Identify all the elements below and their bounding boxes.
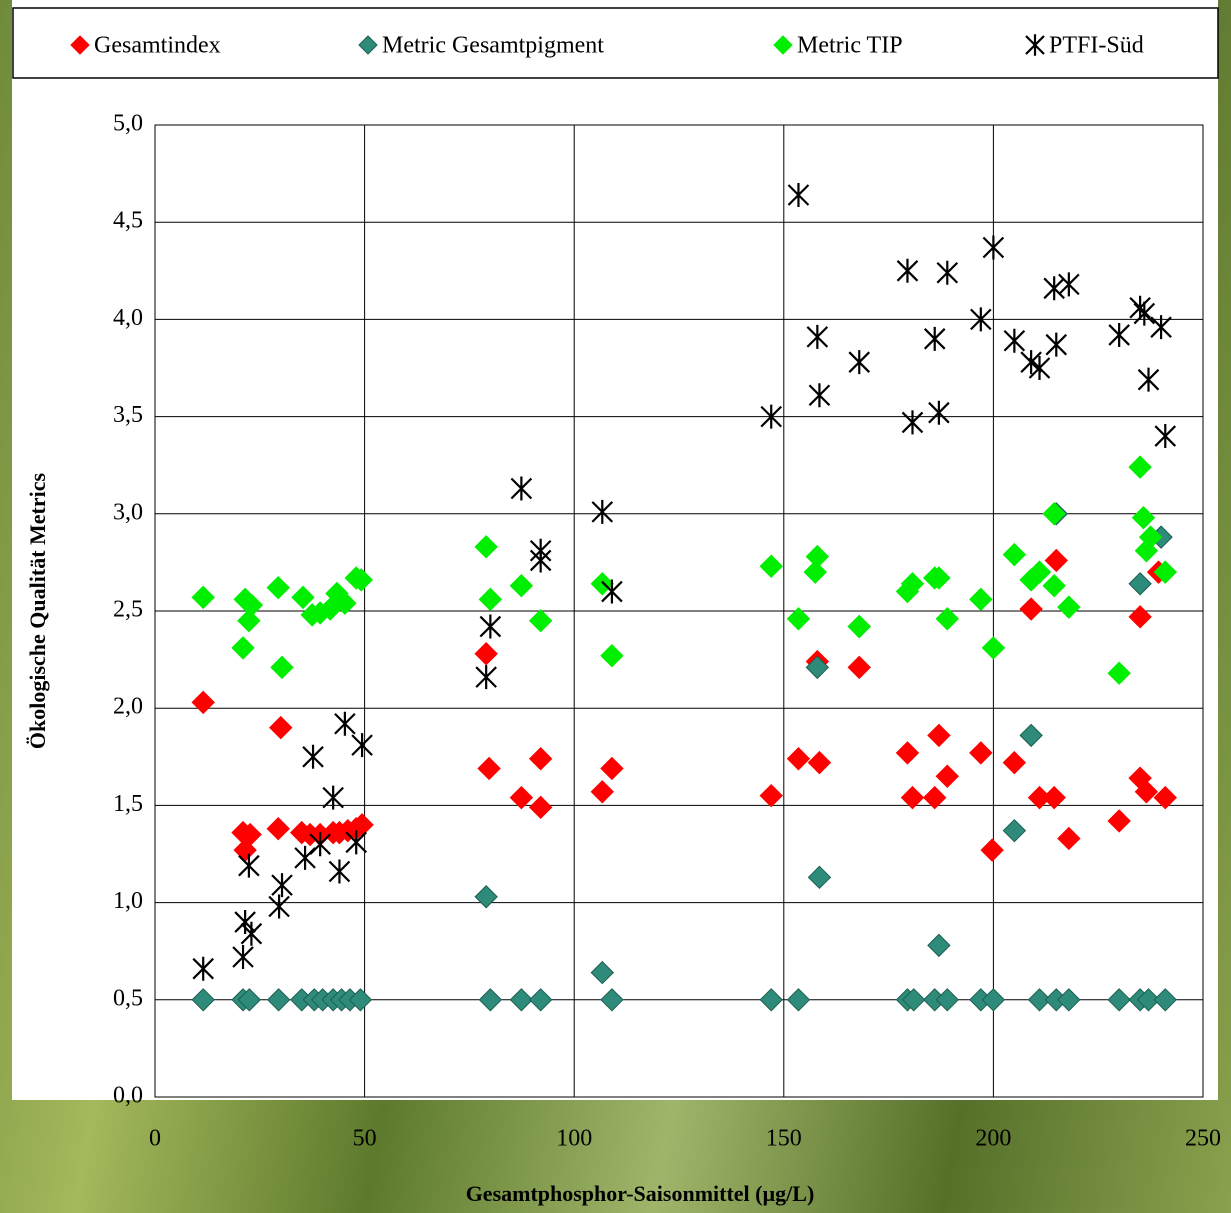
x-axis-label: Gesamtphosphor-Saisonmittel (µg/L) (466, 1181, 815, 1206)
chart-background (12, 0, 1218, 1100)
y-tick-label: 2,0 (113, 694, 143, 720)
y-tick-label: 0,0 (113, 1083, 143, 1109)
y-tick-label: 4,5 (113, 208, 143, 234)
x-tick-label: 200 (975, 1126, 1011, 1152)
y-tick-label: 2,5 (113, 597, 143, 623)
y-axis-label: Ökologische Qualität Metrics (25, 472, 50, 749)
y-tick-label: 1,5 (113, 791, 143, 817)
x-tick-label: 250 (1185, 1126, 1221, 1152)
y-tick-label: 3,5 (113, 402, 143, 428)
y-tick-label: 3,0 (113, 499, 143, 525)
x-tick-label: 50 (353, 1126, 377, 1152)
y-tick-label: 4,0 (113, 305, 143, 331)
x-tick-label: 100 (556, 1126, 592, 1152)
x-tick-label: 0 (149, 1126, 161, 1152)
y-tick-label: 1,0 (113, 888, 143, 914)
page: Ökologische Qualität Metrics Gesamtphosp… (0, 0, 1231, 1213)
legend-label: Metric Gesamtpigment (382, 33, 604, 59)
legend-label: Gesamtindex (94, 33, 221, 59)
legend-label: Metric TIP (797, 33, 903, 59)
y-tick-label: 5,0 (113, 111, 143, 137)
x-tick-label: 150 (766, 1126, 802, 1152)
legend-label: PTFI-Süd (1049, 33, 1144, 59)
chart: Ökologische Qualität Metrics Gesamtphosp… (0, 0, 1231, 1213)
y-tick-label: 0,5 (113, 985, 143, 1011)
